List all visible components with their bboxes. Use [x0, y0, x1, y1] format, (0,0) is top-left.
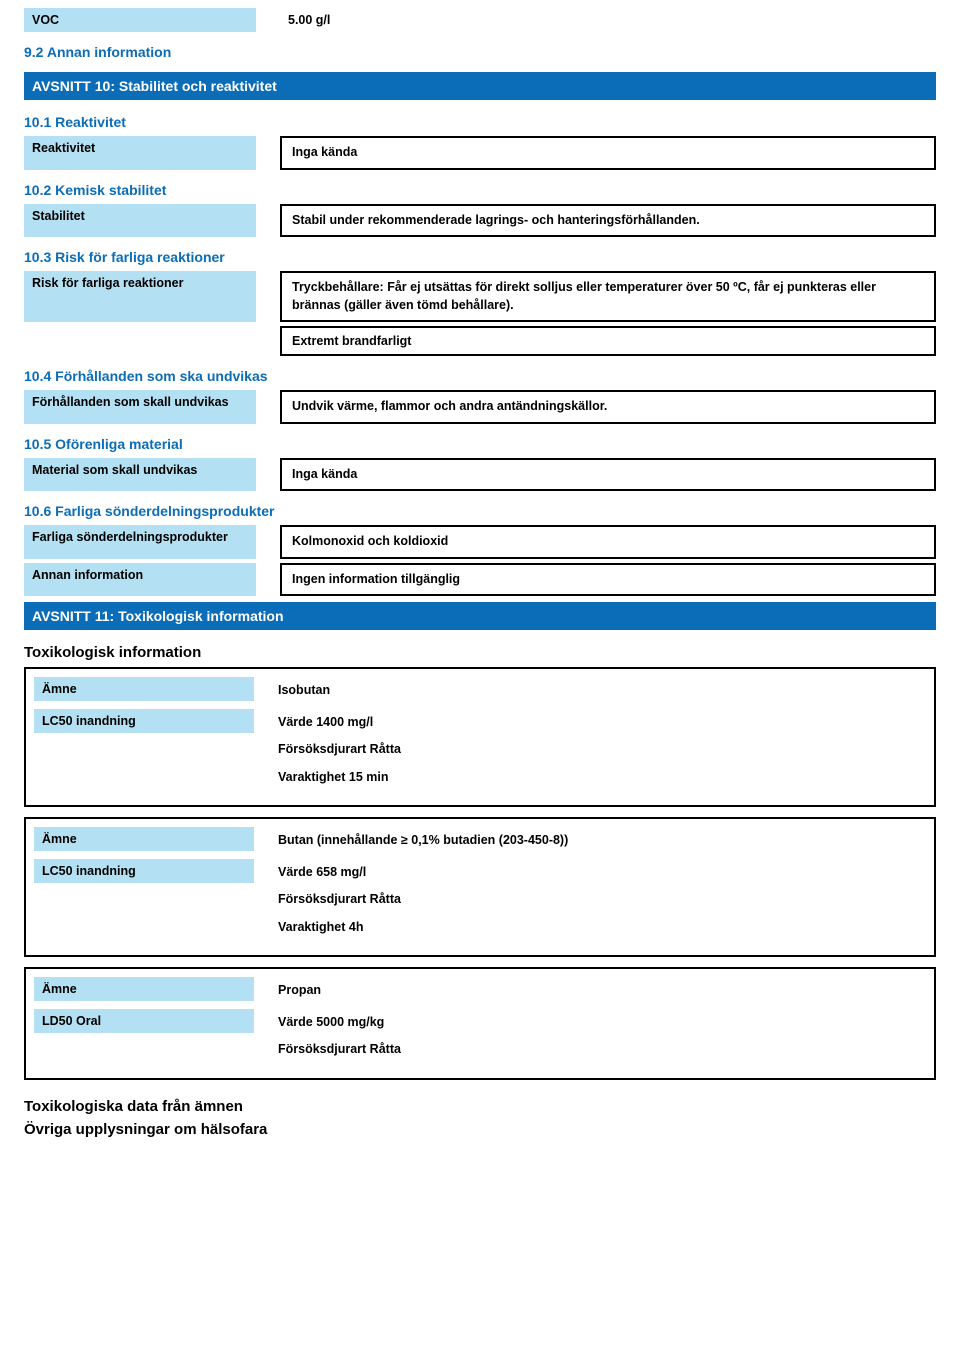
extremt-box: Extremt brandfarligt — [280, 326, 936, 356]
amne-label: Ämne — [34, 977, 254, 1001]
reactivity-label: Reaktivitet — [24, 136, 256, 170]
tox3-name: Propan — [278, 977, 926, 1005]
tox1-lc-row: LC50 inandning Värde 1400 mg/l Försöksdj… — [34, 709, 926, 792]
other-info-label: Annan information — [24, 563, 256, 597]
tox2-name: Butan (innehållande ≥ 0,1% butadien (203… — [278, 827, 926, 855]
hazreact-value: Tryckbehållare: Får ej utsättas för dire… — [280, 271, 936, 322]
tox3-ld-row: LD50 Oral Värde 5000 mg/kg Försöksdjurar… — [34, 1009, 926, 1064]
tox1-species: Försöksdjurart Råtta — [278, 741, 926, 759]
section-11-bar: AVSNITT 11: Toxikologisk information — [24, 602, 936, 630]
voc-label: VOC — [24, 8, 256, 32]
tox2-name-row: Ämne Butan (innehållande ≥ 0,1% butadien… — [34, 827, 926, 855]
tox-data-heading: Toxikologiska data från ämnen — [24, 1090, 936, 1121]
stability-row: Stabilitet Stabil under rekommenderade l… — [24, 204, 936, 238]
tox2-lc-values: Värde 658 mg/l Försöksdjurart Råtta Vara… — [278, 859, 926, 942]
tox1-lc-value: Värde 1400 mg/l — [278, 714, 926, 732]
tox3-ld-value: Värde 5000 mg/kg — [278, 1014, 926, 1032]
reactivity-value: Inga kända — [280, 136, 936, 170]
voc-value: 5.00 g/l — [280, 8, 936, 32]
lc50-label: LC50 inandning — [34, 859, 254, 883]
tox1-lc-values: Värde 1400 mg/l Försöksdjurart Råtta Var… — [278, 709, 926, 792]
heading-10-4: 10.4 Förhållanden som ska undvikas — [24, 360, 936, 390]
tox3-ld-values: Värde 5000 mg/kg Försöksdjurart Råtta — [278, 1009, 926, 1064]
amne-label: Ämne — [34, 677, 254, 701]
heading-10-1: 10.1 Reaktivitet — [24, 106, 936, 136]
tox-heading: Toxikologisk information — [24, 636, 936, 667]
tox1-name-row: Ämne Isobutan — [34, 677, 926, 705]
tox2-lc-row: LC50 inandning Värde 658 mg/l Försöksdju… — [34, 859, 926, 942]
section-10-bar: AVSNITT 10: Stabilitet och reaktivitet — [24, 72, 936, 100]
lc50-label: LC50 inandning — [34, 709, 254, 733]
other-info-value: Ingen information tillgänglig — [280, 563, 936, 597]
other-health-heading: Övriga upplysningar om hälsofara — [24, 1121, 936, 1144]
stability-value: Stabil under rekommenderade lagrings- oc… — [280, 204, 936, 238]
tox-block-3: Ämne Propan LD50 Oral Värde 5000 mg/kg F… — [24, 967, 936, 1080]
decomp-row: Farliga sönderdelningsprodukter Kolmonox… — [24, 525, 936, 559]
tox2-duration: Varaktighet 4h — [278, 919, 926, 937]
tox3-species: Försöksdjurart Råtta — [278, 1041, 926, 1059]
decomp-value: Kolmonoxid och koldioxid — [280, 525, 936, 559]
tox3-name-row: Ämne Propan — [34, 977, 926, 1005]
heading-10-6: 10.6 Farliga sönderdelningsprodukter — [24, 495, 936, 525]
heading-10-3: 10.3 Risk för farliga reaktioner — [24, 241, 936, 271]
avoid-cond-label: Förhållanden som skall undvikas — [24, 390, 256, 424]
stability-label: Stabilitet — [24, 204, 256, 238]
decomp-label: Farliga sönderdelningsprodukter — [24, 525, 256, 559]
other-info-row: Annan information Ingen information till… — [24, 563, 936, 597]
tox1-duration: Varaktighet 15 min — [278, 769, 926, 787]
avoid-cond-row: Förhållanden som skall undvikas Undvik v… — [24, 390, 936, 424]
avoid-mat-row: Material som skall undvikas Inga kända — [24, 458, 936, 492]
heading-10-2: 10.2 Kemisk stabilitet — [24, 174, 936, 204]
hazreact-label: Risk för farliga reaktioner — [24, 271, 256, 322]
avoid-cond-value: Undvik värme, flammor och andra antändni… — [280, 390, 936, 424]
tox-block-2: Ämne Butan (innehållande ≥ 0,1% butadien… — [24, 817, 936, 957]
tox-block-1: Ämne Isobutan LC50 inandning Värde 1400 … — [24, 667, 936, 807]
amne-label: Ämne — [34, 827, 254, 851]
avoid-mat-value: Inga kända — [280, 458, 936, 492]
avoid-mat-label: Material som skall undvikas — [24, 458, 256, 492]
heading-10-5: 10.5 Oförenliga material — [24, 428, 936, 458]
heading-9-2: 9.2 Annan information — [24, 36, 936, 66]
tox2-lc-value: Värde 658 mg/l — [278, 864, 926, 882]
hazreact-row: Risk för farliga reaktioner Tryckbehålla… — [24, 271, 936, 322]
ld50-label: LD50 Oral — [34, 1009, 254, 1033]
reactivity-row: Reaktivitet Inga kända — [24, 136, 936, 170]
tox2-species: Försöksdjurart Råtta — [278, 891, 926, 909]
voc-row: VOC 5.00 g/l — [24, 8, 936, 32]
tox1-name: Isobutan — [278, 677, 926, 705]
